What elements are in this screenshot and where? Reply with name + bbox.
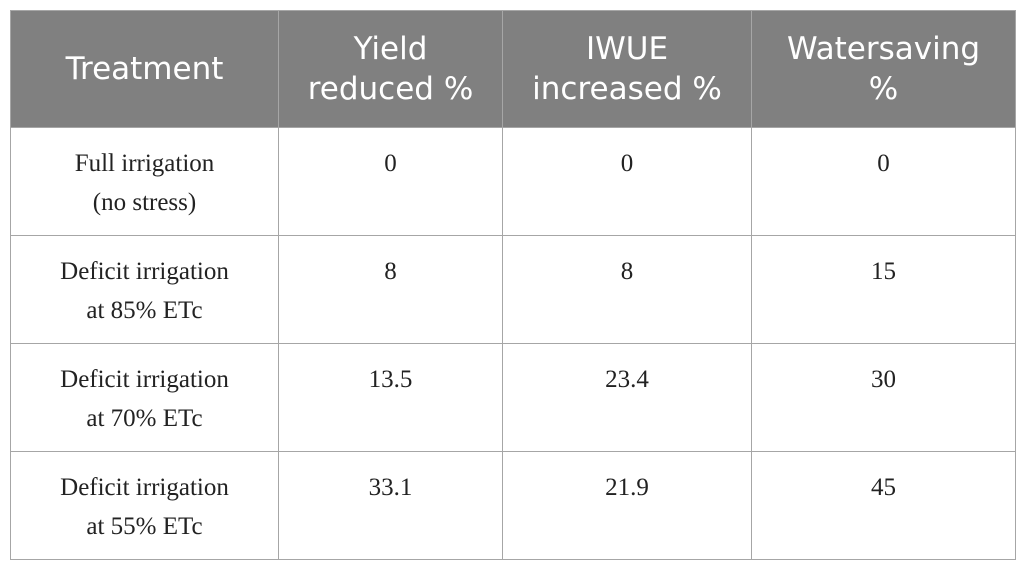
table-row: Deficit irrigation at 85% ETc 8 8 15 <box>10 235 1016 344</box>
value-cell: 21.9 <box>502 451 752 560</box>
header-cell: Watersaving % <box>751 10 1016 128</box>
header-cell: Treatment <box>10 10 279 128</box>
value-cell: 23.4 <box>502 343 752 452</box>
table-row: Full irrigation (no stress) 0 0 0 <box>10 127 1016 236</box>
value-cell: 8 <box>502 235 752 344</box>
value-cell: 45 <box>751 451 1016 560</box>
header-row: Treatment Yield reduced % IWUE increased %… <box>10 10 1016 128</box>
value-cell: 33.1 <box>278 451 503 560</box>
treatment-cell: Deficit irrigation at 55% ETc <box>10 451 279 560</box>
value-cell: 15 <box>751 235 1016 344</box>
value-cell: 8 <box>278 235 503 344</box>
value-cell: 13.5 <box>278 343 503 452</box>
value-cell: 0 <box>751 127 1016 236</box>
table-row: Deficit irrigation at 55% ETc 33.1 21.9 45 <box>10 451 1016 560</box>
header-cell: Yield reduced % <box>278 10 503 128</box>
table-row: Deficit irrigation at 70% ETc 13.5 23.4 30 <box>10 343 1016 452</box>
header-cell: IWUE increased % <box>502 10 752 128</box>
value-cell: 30 <box>751 343 1016 452</box>
value-cell: 0 <box>502 127 752 236</box>
value-cell: 0 <box>278 127 503 236</box>
treatment-cell: Full irrigation (no stress) <box>10 127 279 236</box>
treatment-cell: Deficit irrigation at 85% ETc <box>10 235 279 344</box>
table-body: Full irrigation (no stress) 0 0 0 Deficit ir… <box>10 127 1016 560</box>
treatment-cell: Deficit irrigation at 70% ETc <box>10 343 279 452</box>
data-table: Treatment Yield reduced % IWUE increased %… <box>10 10 1016 560</box>
